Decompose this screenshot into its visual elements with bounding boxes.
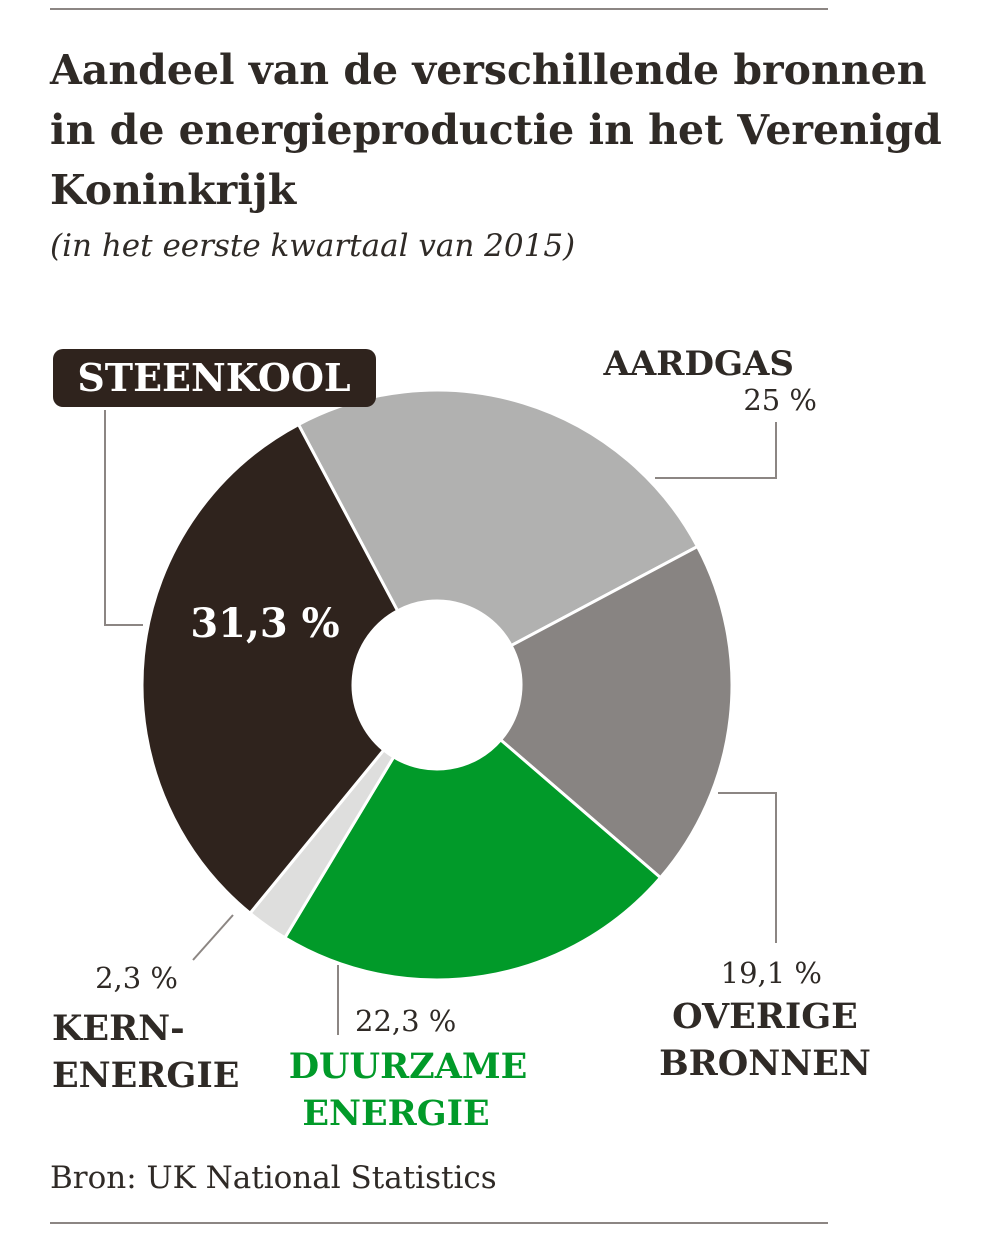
duurzaam-label-line2: ENERGIE — [302, 1093, 489, 1134]
duurzaam-label-line1: DUURZAME — [289, 1046, 528, 1087]
slice-duurzame-energie — [282, 737, 663, 982]
leader-line-steenkool — [104, 410, 143, 626]
chart-subtitle: (in het eerste kwartaal van 2015) — [50, 228, 576, 264]
top-rule — [50, 8, 828, 10]
duurzaam-value: 22,3 % — [355, 1004, 456, 1038]
kern-label-line1: KERN- — [52, 1008, 185, 1049]
steenkool-label-box — [53, 349, 376, 407]
kern-label-line2: ENERGIE — [52, 1055, 239, 1096]
leader-line-kern — [192, 914, 234, 961]
chart-title: Aandeel van de verschillende bronnen in … — [50, 46, 942, 214]
steenkool-label: STEENKOOL — [77, 355, 350, 400]
slice-overige-bronnen — [498, 544, 734, 880]
overige-label-line2: BRONNEN — [659, 1043, 871, 1084]
bottom-rule — [50, 1222, 828, 1224]
slices-group — [140, 388, 734, 982]
overige-value: 19,1 % — [721, 956, 822, 990]
source-note: Bron: UK National Statistics — [50, 1160, 497, 1196]
aardgas-label: AARDGAS — [603, 344, 794, 384]
aardgas-value: 25 % — [743, 383, 817, 417]
leader-line-overige — [718, 792, 777, 943]
steenkool-value: 31,3 % — [190, 600, 339, 647]
overige-label-line1: OVERIGE — [672, 996, 858, 1037]
slice-steenkool — [140, 422, 400, 916]
leader-line-aardgas — [655, 422, 777, 479]
leader-lines-group — [104, 410, 777, 1035]
kern-value: 2,3 % — [95, 961, 178, 995]
slice-aardgas — [296, 388, 700, 648]
